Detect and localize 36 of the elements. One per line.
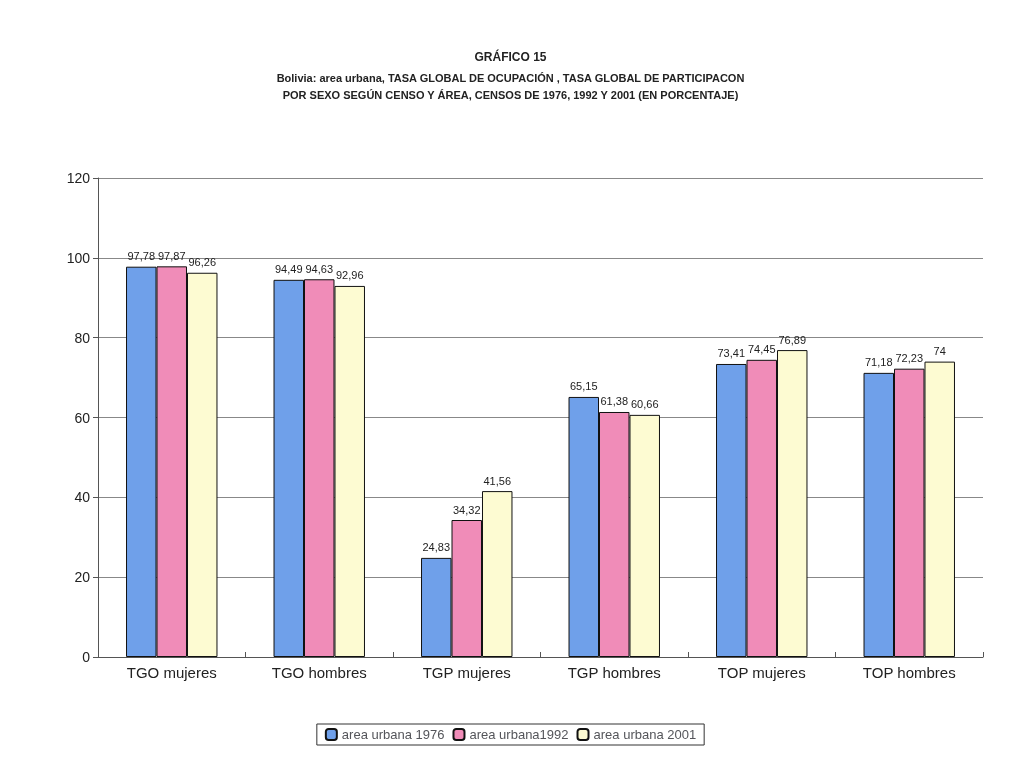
x-tick-label: TGP mujeres	[422, 664, 511, 681]
data-label: 92,96	[335, 269, 364, 282]
data-label: 73,41	[717, 347, 746, 360]
x-tick-label: TOP mujeres	[717, 664, 806, 681]
x-tick-label: TOP hombres	[862, 664, 956, 681]
data-label: 97,87	[157, 249, 186, 262]
y-tick-label: 20	[74, 569, 91, 586]
x-tick-label: TGP hombres	[567, 664, 661, 681]
y-tick-label: 100	[66, 249, 91, 266]
legend-label: area urbana 2001	[593, 727, 697, 742]
data-label: 24,83	[422, 541, 451, 554]
y-tick-label: 0	[82, 649, 91, 665]
chart-title: GRÁFICO 15	[474, 49, 547, 64]
data-label: 76,89	[778, 333, 806, 346]
data-label: 74	[933, 345, 946, 358]
data-label: 34,32	[452, 503, 481, 516]
legend-label: area urbana 1976	[341, 727, 445, 742]
data-label: 97,78	[127, 250, 156, 263]
y-tick-label: 60	[74, 409, 91, 426]
data-label: 61,38	[600, 395, 629, 408]
data-label: 60,66	[630, 398, 659, 411]
y-tick-label: 40	[74, 489, 91, 506]
data-label: 96,26	[188, 256, 216, 269]
data-label: 72,23	[895, 352, 924, 365]
data-label: 71,18	[865, 356, 893, 369]
data-label: 94,49	[275, 263, 303, 276]
legend-label: area urbana1992	[469, 727, 569, 742]
data-label: 65,15	[570, 380, 598, 393]
x-tick-label: TGO hombres	[271, 664, 367, 681]
y-tick-label: 120	[66, 170, 91, 186]
chart-subtitle: Bolivia: area urbana, TASA GLOBAL DE OCUPACIÓN , TASA GLOBAL DE PARTICIPACON POR SEXO SEGÚN CENSO Y ÁREA, CENSOS DE 1976, 1992 Y 2001 (EN PORCENTAJE)	[276, 71, 745, 101]
data-label: 41,56	[483, 474, 511, 487]
y-tick-label: 80	[74, 329, 91, 346]
x-tick-label: TGO mujeres	[126, 664, 217, 681]
data-label: 74,45	[747, 343, 776, 356]
data-label: 94,63	[305, 262, 334, 275]
